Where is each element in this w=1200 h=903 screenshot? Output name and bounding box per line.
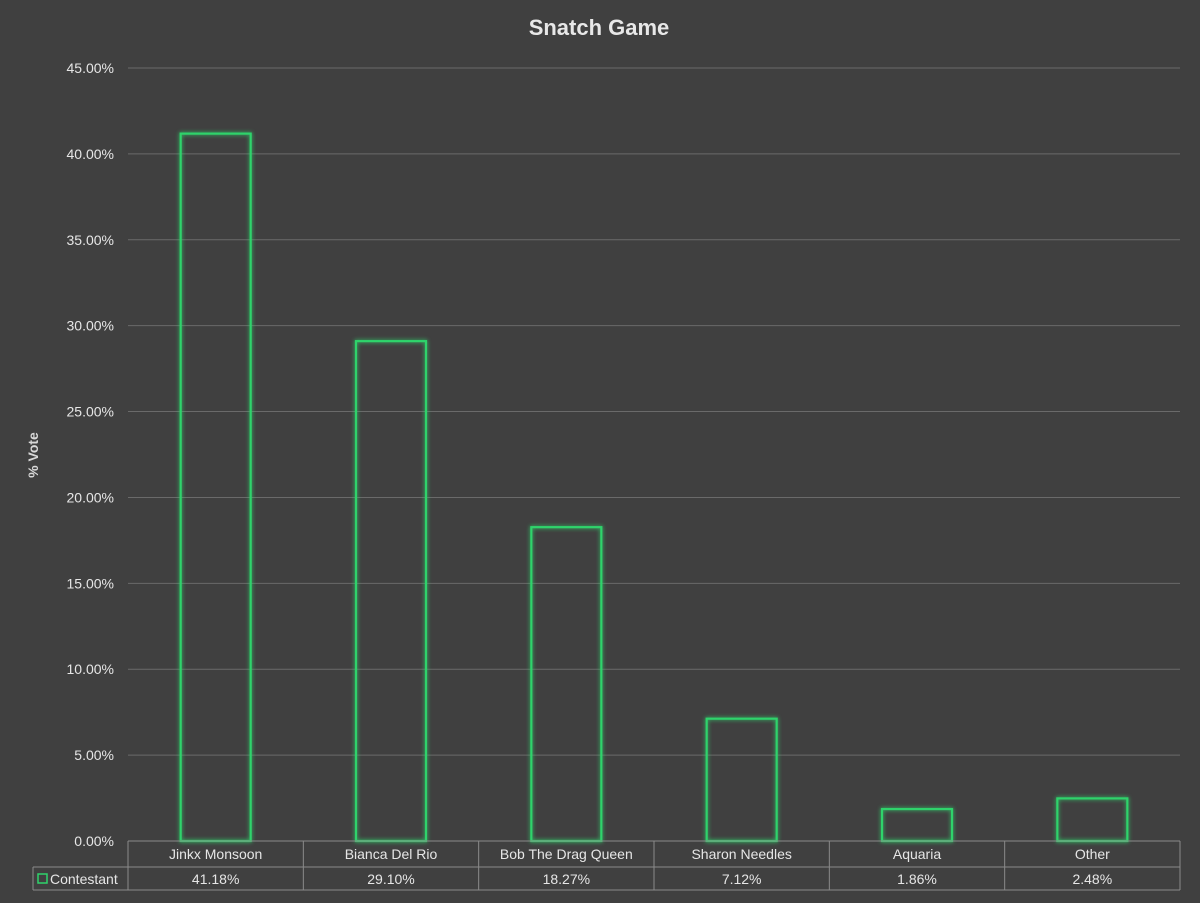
chart-title: Snatch Game bbox=[529, 15, 670, 40]
y-tick-label: 10.00% bbox=[67, 661, 114, 677]
value-label: 7.12% bbox=[722, 871, 762, 887]
category-label: Jinkx Monsoon bbox=[169, 846, 262, 862]
y-tick-label: 20.00% bbox=[67, 489, 114, 505]
category-label: Other bbox=[1075, 846, 1110, 862]
bar bbox=[705, 717, 778, 843]
value-label: 1.86% bbox=[897, 871, 937, 887]
value-label: 29.10% bbox=[367, 871, 414, 887]
gridlines bbox=[128, 67, 1180, 756]
y-tick-label: 25.00% bbox=[67, 404, 114, 420]
legend-swatch bbox=[37, 873, 48, 884]
bar bbox=[880, 807, 954, 843]
y-tick-label: 40.00% bbox=[67, 146, 114, 162]
category-label: Bob The Drag Queen bbox=[500, 846, 633, 862]
y-tick-label: 0.00% bbox=[74, 833, 114, 849]
value-label: 2.48% bbox=[1072, 871, 1112, 887]
category-label: Bianca Del Rio bbox=[345, 846, 438, 862]
bar bbox=[354, 340, 428, 843]
y-axis-ticks: 0.00% 5.00% 10.00% 15.00% 20.00% 25.00% 30.00%… bbox=[67, 60, 114, 849]
y-axis-label: % Vote bbox=[25, 432, 41, 478]
y-tick-label: 45.00% bbox=[67, 60, 114, 76]
data-table: Jinkx Monsoon 41.18% Bianca Del Rio 29.10% B… bbox=[32, 840, 1181, 891]
y-tick-label: 35.00% bbox=[67, 232, 114, 248]
category-label: Sharon Needles bbox=[691, 846, 791, 862]
legend-label: Contestant bbox=[50, 871, 118, 887]
y-tick-label: 5.00% bbox=[74, 747, 114, 763]
value-label: 41.18% bbox=[192, 871, 239, 887]
bar bbox=[1056, 797, 1129, 843]
category-label: Aquaria bbox=[893, 846, 941, 862]
value-label: 18.27% bbox=[543, 871, 590, 887]
y-tick-label: 15.00% bbox=[67, 575, 114, 591]
bar bbox=[530, 526, 603, 843]
y-tick-label: 30.00% bbox=[67, 318, 114, 334]
